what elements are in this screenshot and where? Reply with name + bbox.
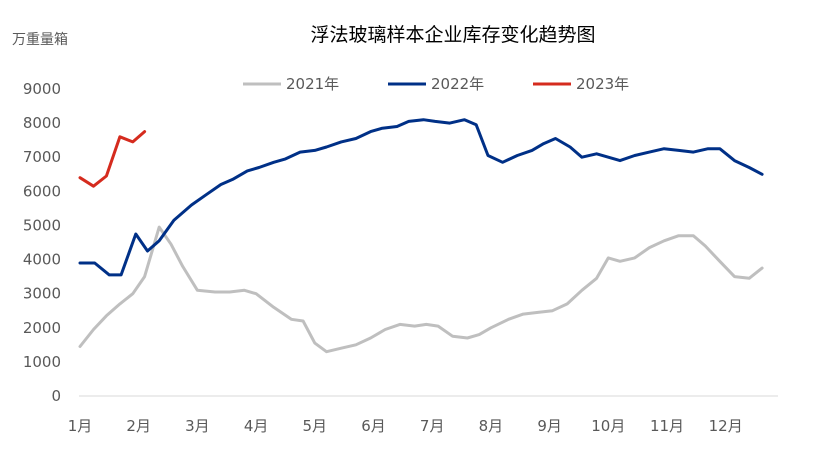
x-tick-label: 10月	[591, 417, 625, 435]
x-tick-label: 1月	[68, 417, 93, 435]
legend-item-2023: 2023年	[533, 75, 629, 93]
x-tick-label: 11月	[650, 417, 684, 435]
legend-label-2022: 2022年	[431, 75, 484, 93]
x-tick-label: 9月	[537, 417, 562, 435]
x-tick-label: 3月	[185, 417, 210, 435]
y-tick-label: 5000	[23, 216, 61, 234]
y-tick-label: 4000	[23, 251, 61, 269]
series-line-1	[78, 118, 764, 277]
y-axis-unit-label: 万重量箱	[12, 32, 68, 48]
y-tick-label: 3000	[23, 285, 61, 303]
series-lines	[78, 118, 764, 354]
y-tick-label: 0	[51, 387, 61, 405]
x-tick-label: 8月	[479, 417, 504, 435]
series-line-2	[78, 130, 147, 188]
x-tick-label: 2月	[126, 417, 151, 435]
y-tick-label: 6000	[23, 182, 61, 200]
chart-title: 浮法玻璃样本企业库存变化趋势图	[310, 24, 595, 46]
x-tick-label: 7月	[420, 417, 445, 435]
x-tick-label: 6月	[361, 417, 386, 435]
x-tick-label: 5月	[303, 417, 328, 435]
x-tick-label: 4月	[244, 417, 269, 435]
series-line-0	[78, 225, 764, 354]
x-axis-ticks: 1月 2月 3月 4月 5月 6月 7月 8月 9月 10月 11月 12月	[68, 417, 743, 435]
y-tick-label: 9000	[23, 80, 61, 98]
y-axis-ticks: 0 1000 2000 3000 4000 5000 6000 7000 8000 9000	[23, 80, 61, 405]
y-tick-label: 8000	[23, 114, 61, 132]
legend-label-2021: 2021年	[286, 75, 339, 93]
legend: 2021年 2022年 2023年	[243, 75, 629, 93]
y-tick-label: 2000	[23, 319, 61, 337]
x-tick-label: 12月	[709, 417, 743, 435]
legend-item-2021: 2021年	[243, 75, 339, 93]
legend-item-2022: 2022年	[388, 75, 484, 93]
y-tick-label: 7000	[23, 148, 61, 166]
y-tick-label: 1000	[23, 353, 61, 371]
legend-label-2023: 2023年	[576, 75, 629, 93]
